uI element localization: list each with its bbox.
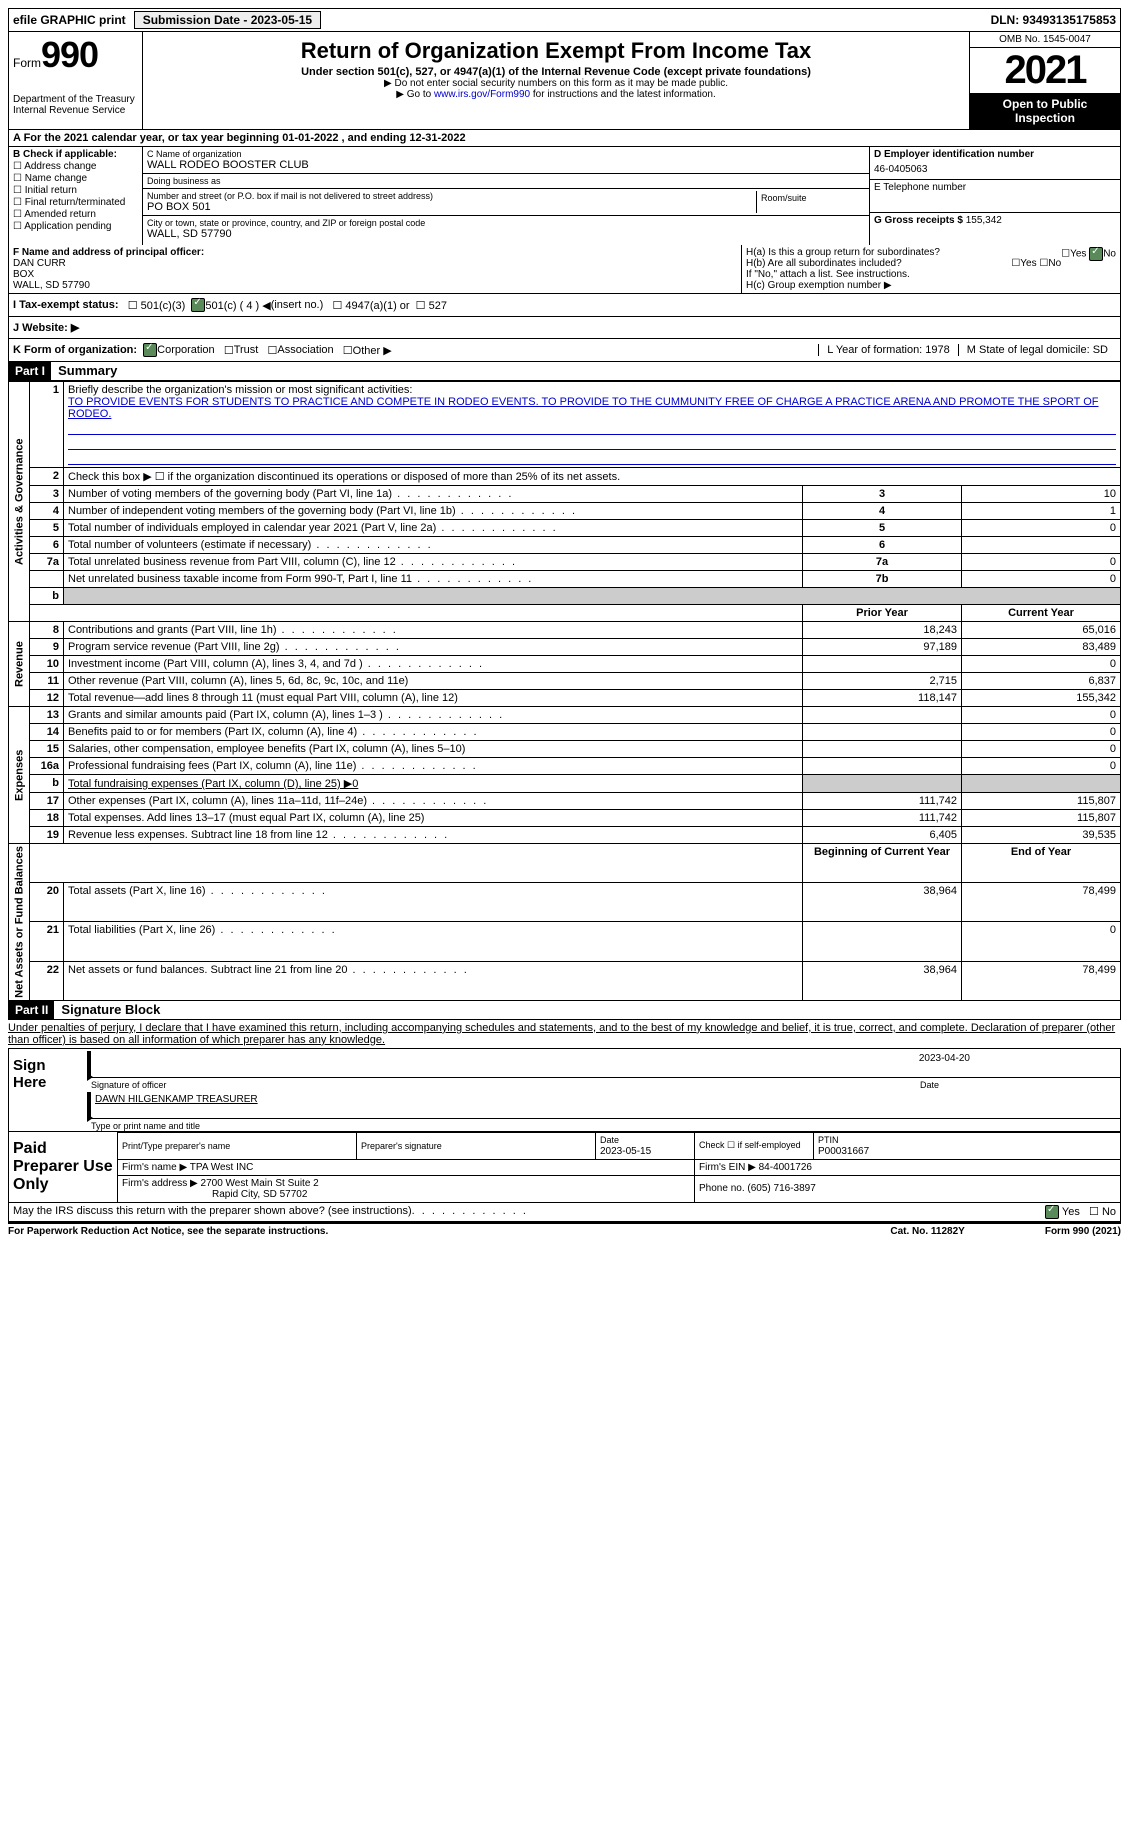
ein-value: 46-0405063	[874, 164, 1116, 175]
city-label: City or town, state or province, country…	[147, 218, 865, 228]
chk-initial-return[interactable]: ☐ Initial return	[13, 185, 138, 196]
irs-link[interactable]: www.irs.gov/Form990	[434, 89, 530, 100]
section-expenses: Expenses	[9, 707, 30, 844]
discuss-row: May the IRS discuss this return with the…	[8, 1203, 1121, 1222]
dba-label: Doing business as	[147, 176, 865, 186]
section-revenue: Revenue	[9, 622, 30, 707]
val-line-3: 10	[962, 486, 1121, 503]
phone-label: E Telephone number	[874, 182, 1116, 193]
firm-name: TPA West INC	[190, 1162, 254, 1173]
firm-phone: (605) 716-3897	[747, 1183, 815, 1194]
cat-no: Cat. No. 11282Y	[890, 1226, 964, 1237]
header-right: OMB No. 1545-0047 2021 Open to Public In…	[969, 32, 1120, 129]
pra-notice: For Paperwork Reduction Act Notice, see …	[8, 1226, 328, 1237]
irs-label: Internal Revenue Service	[13, 105, 138, 116]
firm-addr2: Rapid City, SD 57702	[212, 1189, 307, 1200]
form-note-1: ▶ Do not enter social security numbers o…	[147, 78, 965, 89]
col-b-title: B Check if applicable:	[13, 149, 138, 160]
city-value: WALL, SD 57790	[147, 228, 865, 240]
col-b-checkboxes: B Check if applicable: ☐ Address change …	[9, 147, 143, 245]
ptin: P00031667	[818, 1146, 869, 1157]
gross-receipts-label: G Gross receipts $	[874, 215, 963, 226]
part-2-title: Signature Block	[61, 1002, 160, 1017]
part-1-bar: Part I Summary	[8, 362, 1121, 381]
chk-final-return[interactable]: ☐ Final return/terminated	[13, 197, 138, 208]
preparer-table: Paid Preparer Use Only Print/Type prepar…	[8, 1132, 1121, 1203]
part-2-header: Part II	[9, 1001, 54, 1019]
section-activities: Activities & Governance	[9, 382, 30, 622]
summary-table: Activities & Governance 1 Briefly descri…	[8, 381, 1121, 1001]
dln-label: DLN: 93493135175853	[991, 13, 1116, 27]
group-return-block: H(a) Is this a group return for subordin…	[742, 245, 1120, 293]
submission-date-button[interactable]: Submission Date - 2023-05-15	[134, 11, 321, 29]
col-de: D Employer identification number 46-0405…	[869, 147, 1120, 245]
tax-year: 2021	[970, 48, 1120, 93]
footer: For Paperwork Reduction Act Notice, see …	[8, 1222, 1121, 1239]
form-subtitle: Under section 501(c), 527, or 4947(a)(1)…	[147, 66, 965, 78]
header-center: Return of Organization Exempt From Incom…	[143, 32, 969, 129]
perjury-declaration: Under penalties of perjury, I declare th…	[8, 1020, 1121, 1048]
header-left: Form990 Department of the Treasury Inter…	[9, 32, 143, 129]
form-title: Return of Organization Exempt From Incom…	[147, 38, 965, 64]
row-j-website: J Website: ▶	[8, 317, 1121, 339]
sign-here-label: Sign Here	[9, 1049, 87, 1131]
officer-name-title: DAWN HILGENKAMP TREASURER	[95, 1094, 258, 1105]
chk-group-no[interactable]	[1089, 247, 1103, 261]
dept-label: Department of the Treasury	[13, 94, 138, 105]
chk-name-change[interactable]: ☐ Name change	[13, 173, 138, 184]
section-net-assets: Net Assets or Fund Balances	[9, 844, 30, 1001]
row-i-tax-status: I Tax-exempt status: ☐ 501(c)(3) 501(c) …	[8, 294, 1121, 317]
chk-address-change[interactable]: ☐ Address change	[13, 161, 138, 172]
row-f-h: F Name and address of principal officer:…	[8, 245, 1121, 294]
part-2-bar: Part II Signature Block	[8, 1001, 1121, 1020]
room-label: Room/suite	[761, 193, 861, 203]
officer-name: DAN CURR	[13, 258, 66, 269]
addr-value: PO BOX 501	[147, 201, 756, 213]
row-k-form-org: K Form of organization: Corporation ☐ Tr…	[8, 339, 1121, 362]
chk-application-pending[interactable]: ☐ Application pending	[13, 221, 138, 232]
firm-addr1: 2700 West Main St Suite 2	[201, 1178, 319, 1189]
org-name: WALL RODEO BOOSTER CLUB	[147, 159, 865, 171]
form-label: Form	[13, 56, 41, 70]
form-number: 990	[41, 34, 98, 75]
chk-discuss-yes[interactable]	[1045, 1205, 1059, 1219]
officer-addr2: WALL, SD 57790	[13, 280, 90, 291]
entity-block: B Check if applicable: ☐ Address change …	[8, 147, 1121, 245]
state-domicile: M State of legal domicile: SD	[958, 344, 1116, 356]
open-to-public: Open to Public Inspection	[970, 93, 1120, 129]
col-c-org-info: C Name of organization WALL RODEO BOOSTE…	[143, 147, 869, 245]
org-name-label: C Name of organization	[147, 149, 865, 159]
ein-label: D Employer identification number	[874, 149, 1116, 160]
form-note-2: ▶ Go to www.irs.gov/Form990 for instruct…	[147, 89, 965, 100]
firm-ein: 84-4001726	[759, 1162, 812, 1173]
chk-501c4[interactable]	[191, 298, 205, 312]
sig-date: 2023-04-20	[919, 1053, 970, 1064]
chk-amended-return[interactable]: ☐ Amended return	[13, 209, 138, 220]
paid-preparer-label: Paid Preparer Use Only	[9, 1132, 118, 1202]
officer-addr1: BOX	[13, 269, 34, 280]
mission-text: TO PROVIDE EVENTS FOR STUDENTS TO PRACTI…	[68, 396, 1099, 420]
gross-receipts-value: 155,342	[966, 215, 1002, 226]
part-1-header: Part I	[9, 362, 51, 380]
top-bar: efile GRAPHIC print Submission Date - 20…	[8, 8, 1121, 32]
part-1-title: Summary	[58, 363, 117, 378]
omb-number: OMB No. 1545-0047	[970, 32, 1120, 48]
efile-label: efile GRAPHIC print	[13, 13, 126, 27]
row-a-calendar-year: A For the 2021 calendar year, or tax yea…	[8, 130, 1121, 147]
signature-block: Sign Here 2023-04-20 Signature of office…	[8, 1048, 1121, 1132]
chk-corporation[interactable]	[143, 343, 157, 357]
form-header: Form990 Department of the Treasury Inter…	[8, 32, 1121, 130]
year-formation: L Year of formation: 1978	[818, 344, 958, 356]
addr-label: Number and street (or P.O. box if mail i…	[147, 191, 756, 201]
principal-officer: F Name and address of principal officer:…	[9, 245, 742, 293]
